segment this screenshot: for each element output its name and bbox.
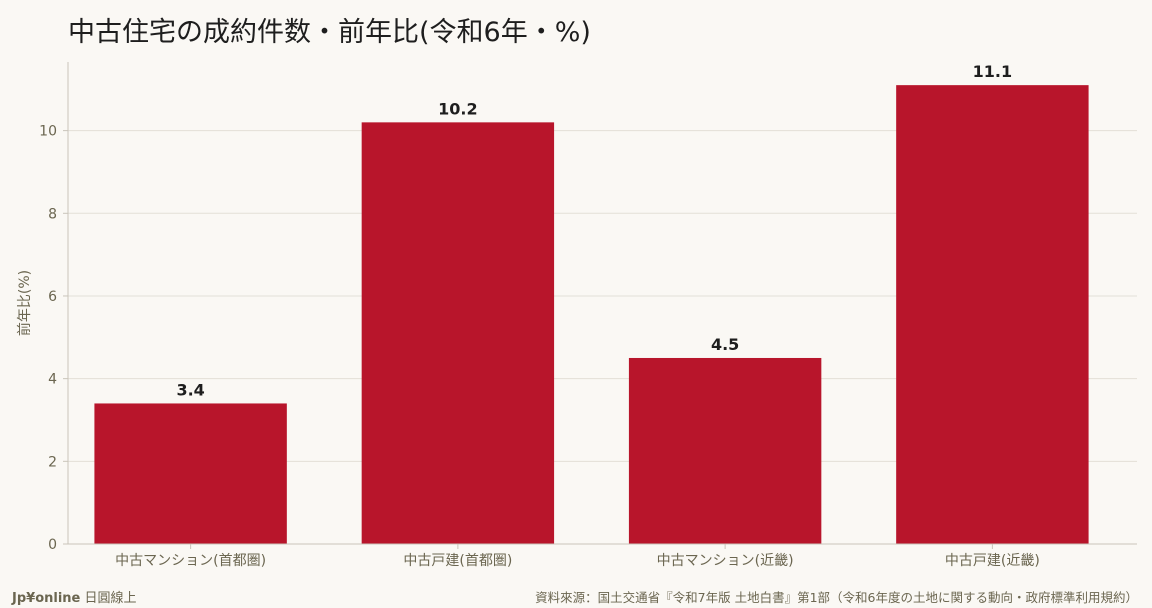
y-tick-label: 0 xyxy=(48,537,57,553)
bar xyxy=(628,357,822,544)
bar-value-label: 10.2 xyxy=(438,99,477,118)
bar xyxy=(896,85,1089,544)
y-axis-title: 前年比(%) xyxy=(16,270,33,336)
bar-value-label: 11.1 xyxy=(973,62,1012,81)
labels: 0 2 4 6 8 10 前年比(%) 3.4 中古マンション(首都圏) 10.2 中古戸建(首都圏… xyxy=(16,62,1040,569)
source-note: 資料來源：国土交通省『令和7年版 土地白書』第1部（令和6年度の土地に関する動向… xyxy=(535,590,1138,605)
bar-value-label: 4.5 xyxy=(711,335,739,354)
x-tick-label: 中古戸建(首都圏) xyxy=(403,553,512,569)
y-tick-label: 6 xyxy=(48,289,57,305)
brand-subtitle: 日圓線上 xyxy=(84,591,137,606)
brand-credit: Jp¥online 日圓線上 xyxy=(12,587,137,606)
axes xyxy=(63,62,1137,549)
bar xyxy=(94,403,287,544)
y-tick-label: 2 xyxy=(48,454,57,470)
y-tick-label: 8 xyxy=(48,206,57,222)
bar xyxy=(361,122,555,545)
bar-value-label: 3.4 xyxy=(176,380,204,399)
y-tick-label: 10 xyxy=(39,124,57,140)
brand-name: Jp¥online xyxy=(12,591,81,606)
x-tick-label: 中古戸建(近畿) xyxy=(945,553,1040,569)
bars xyxy=(94,85,1089,545)
y-tick-label: 4 xyxy=(48,372,57,388)
x-tick-label: 中古マンション(近畿) xyxy=(657,553,794,569)
chart-title: 中古住宅の成約件数・前年比(令和6年・%) xyxy=(68,17,591,48)
x-tick-label: 中古マンション(首都圏) xyxy=(115,553,266,569)
